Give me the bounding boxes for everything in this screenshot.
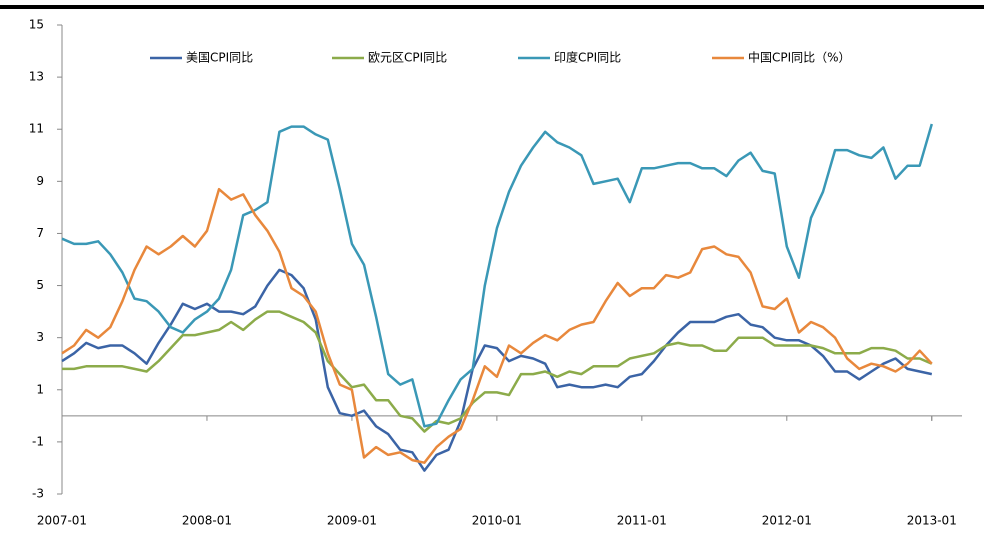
x-tick-label: 2012-01 [762, 514, 812, 528]
series-line [62, 310, 933, 433]
legend-label: 美国CPI同比 [186, 51, 253, 65]
y-tick-label: 3 [36, 330, 44, 344]
legend-label: 印度CPI同比 [554, 50, 621, 65]
series-line [61, 187, 933, 464]
x-tick-label: 2009-01 [327, 514, 377, 528]
x-tick-label: 2010-01 [472, 514, 522, 528]
y-tick-label: -1 [32, 434, 44, 448]
y-tick-label: 15 [29, 18, 44, 32]
y-tick-label: 9 [36, 174, 44, 188]
y-tick-label: 1 [36, 382, 44, 396]
x-tick-label: 2011-01 [617, 514, 667, 528]
series-line [61, 268, 933, 472]
y-tick-label: 7 [36, 226, 44, 240]
x-tick-label: 2008-01 [182, 514, 232, 528]
y-tick-label: 13 [29, 70, 44, 84]
x-tick-label: 2007-01 [37, 514, 87, 528]
series-line [61, 123, 934, 428]
legend-label: 中国CPI同比（%） [748, 50, 851, 65]
x-tick-label: 2013-01 [907, 514, 957, 528]
legend-label: 欧元区CPI同比 [368, 51, 447, 65]
y-tick-label: -3 [32, 487, 44, 501]
y-tick-label: 11 [29, 122, 44, 136]
y-tick-label: 5 [36, 278, 44, 292]
top-bar [0, 5, 984, 9]
